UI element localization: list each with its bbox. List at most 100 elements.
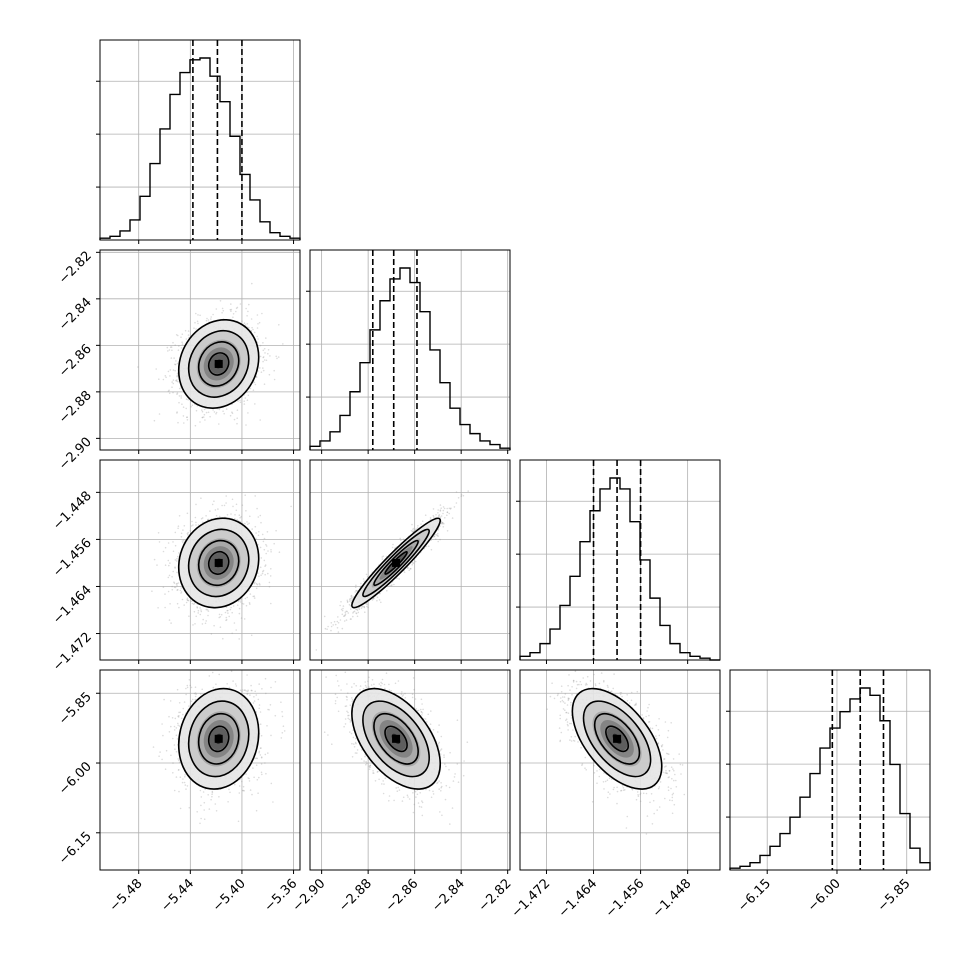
- scatter-point: [231, 412, 234, 415]
- scatter-point: [330, 625, 333, 628]
- scatter-point: [429, 517, 432, 519]
- y-tick-label: −2.88: [56, 388, 95, 427]
- panel-0-0: [96, 39, 301, 244]
- scatter-point: [176, 379, 178, 381]
- scatter-point: [267, 352, 269, 355]
- scatter-point: [232, 505, 234, 508]
- scatter-point: [238, 514, 241, 516]
- scatter-point: [165, 376, 167, 379]
- scatter-point: [245, 510, 247, 512]
- scatter-point: [261, 533, 264, 536]
- scatter-point: [243, 403, 246, 405]
- scatter-point: [176, 602, 179, 605]
- scatter-point: [177, 380, 179, 383]
- scatter-point: [244, 597, 247, 600]
- scatter-point: [361, 606, 364, 608]
- scatter-point: [193, 603, 195, 605]
- scatter-point: [439, 516, 442, 518]
- scatter-point: [212, 409, 214, 411]
- scatter-point: [223, 504, 226, 507]
- scatter-point: [172, 541, 174, 543]
- scatter-point: [180, 536, 183, 538]
- scatter-point: [174, 559, 177, 561]
- scatter-point: [195, 312, 197, 315]
- scatter-point: [324, 627, 327, 630]
- scatter-point: [371, 599, 374, 601]
- density-peak: [214, 558, 223, 567]
- scatter-point: [340, 601, 342, 603]
- scatter-point: [268, 373, 271, 376]
- scatter-point: [257, 323, 259, 325]
- scatter-point: [238, 612, 241, 615]
- scatter-point: [172, 369, 175, 371]
- scatter-point: [400, 539, 402, 542]
- scatter-point: [212, 313, 214, 316]
- scatter-point: [177, 555, 179, 558]
- scatter-point: [194, 424, 197, 427]
- scatter-point: [339, 604, 341, 607]
- y-tick-label: −1.472: [50, 630, 95, 675]
- scatter-point: [181, 598, 184, 601]
- scatter-point: [260, 574, 262, 576]
- histogram: [309, 267, 511, 450]
- scatter-point: [276, 357, 278, 360]
- scatter-point: [258, 575, 260, 578]
- scatter-point: [239, 303, 242, 305]
- scatter-point: [207, 614, 209, 617]
- scatter-point: [202, 416, 205, 418]
- scatter-point: [270, 602, 272, 605]
- y-tick-label: −1.464: [50, 583, 95, 628]
- scatter-point: [243, 400, 245, 403]
- scatter-point: [235, 307, 238, 310]
- scatter-point: [247, 412, 249, 414]
- scatter-point: [337, 622, 340, 624]
- scatter-point: [207, 319, 210, 321]
- scatter-point: [236, 409, 239, 412]
- scatter-point: [207, 411, 210, 414]
- scatter-point: [194, 623, 196, 625]
- scatter-point: [226, 514, 229, 516]
- scatter-point: [221, 307, 224, 310]
- scatter-point: [382, 555, 385, 557]
- scatter-point: [171, 576, 173, 578]
- scatter-point: [162, 586, 165, 588]
- scatter-point: [195, 328, 197, 330]
- scatter-point: [392, 543, 394, 546]
- scatter-point: [195, 524, 197, 526]
- scatter-point: [181, 403, 183, 406]
- scatter-point: [197, 314, 199, 316]
- scatter-point: [439, 509, 442, 512]
- scatter-point: [174, 531, 177, 534]
- scatter-point: [210, 318, 212, 320]
- scatter-point: [245, 604, 248, 607]
- scatter-point: [239, 517, 241, 519]
- scatter-point: [172, 341, 174, 344]
- scatter-point: [186, 597, 189, 600]
- scatter-point: [236, 306, 239, 309]
- density-peak: [214, 359, 223, 368]
- scatter-point: [167, 390, 170, 393]
- scatter-point: [225, 616, 228, 619]
- scatter-point: [256, 327, 259, 329]
- scatter-point: [177, 421, 179, 424]
- y-tick-label: −2.90: [56, 435, 95, 474]
- scatter-point: [362, 578, 365, 580]
- scatter-point: [327, 625, 329, 628]
- scatter-point: [339, 619, 342, 621]
- scatter-point: [258, 582, 261, 585]
- scatter-point: [437, 532, 439, 535]
- scatter-point: [243, 322, 246, 325]
- scatter-point: [262, 356, 265, 359]
- scatter-point: [349, 600, 351, 602]
- scatter-point: [263, 348, 266, 350]
- scatter-point: [349, 618, 352, 620]
- scatter-point: [172, 379, 175, 381]
- scatter-point: [398, 578, 401, 580]
- scatter-point: [206, 609, 209, 611]
- y-tick-label: −1.456: [50, 536, 95, 581]
- scatter-point: [171, 588, 174, 591]
- scatter-point: [249, 387, 252, 390]
- scatter-point: [366, 605, 368, 608]
- scatter-point: [233, 418, 236, 421]
